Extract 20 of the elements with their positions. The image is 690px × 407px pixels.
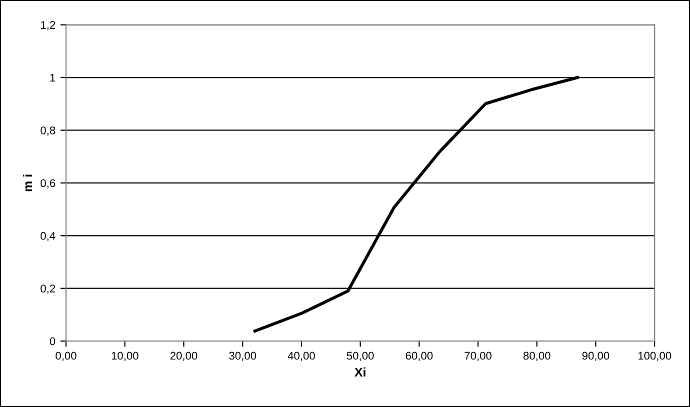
x-tick-label: 60,00 xyxy=(406,352,433,361)
x-tick-label: 100,00 xyxy=(638,352,672,361)
x-tick-label: 90,00 xyxy=(582,352,610,361)
x-tick-label: 50,00 xyxy=(346,352,374,361)
y-tick-label: 0,8 xyxy=(40,126,56,136)
x-tick-label: 30,00 xyxy=(229,352,256,361)
y-tick-label: 1 xyxy=(50,74,56,82)
y-tick-label: 0,6 xyxy=(40,179,56,188)
y-tick-label: 1,2 xyxy=(41,21,56,30)
x-tick-label: 0,00 xyxy=(56,352,76,361)
x-tick-label: 80,00 xyxy=(523,352,550,361)
y-tick-label: 0,4 xyxy=(40,232,56,242)
y-axis-title: m i xyxy=(22,174,32,192)
y-tick-label: 0,2 xyxy=(40,284,56,294)
x-axis-title: Xi xyxy=(354,367,366,376)
x-tick-label: 70,00 xyxy=(464,352,492,361)
x-tick-label: 20,00 xyxy=(170,352,198,361)
x-tick-label: 10,00 xyxy=(112,352,138,361)
x-tick-label: 40,00 xyxy=(288,352,315,361)
y-tick-label: 0 xyxy=(50,337,56,346)
